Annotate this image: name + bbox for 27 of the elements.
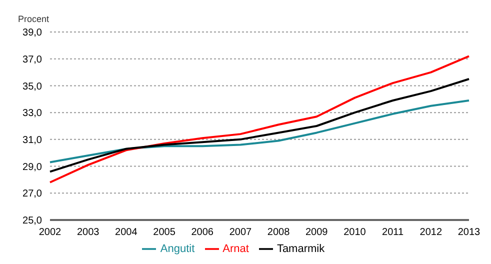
x-tick-label: 2007 bbox=[229, 227, 252, 238]
x-tick-label: 2010 bbox=[344, 227, 366, 238]
x-tick-label: 2008 bbox=[267, 227, 290, 238]
line-series bbox=[49, 78, 470, 173]
y-tick-label: 31,0 bbox=[22, 134, 42, 146]
legend-label: Arnat bbox=[222, 242, 249, 255]
x-tick-label: 2012 bbox=[420, 227, 442, 238]
y-tick-label: 39,0 bbox=[22, 28, 42, 39]
x-tick-label: 2002 bbox=[38, 227, 62, 238]
y-tick-label: 37,0 bbox=[22, 54, 42, 66]
y-tick-label: 27,0 bbox=[22, 188, 42, 200]
x-tick-label: 2003 bbox=[76, 227, 100, 238]
x-tick-label: 2013 bbox=[458, 227, 481, 238]
legend-label: Tamarmik bbox=[276, 242, 325, 255]
line-series bbox=[49, 55, 470, 184]
x-tick-label: 2006 bbox=[191, 227, 214, 238]
x-tick-label: 2004 bbox=[115, 227, 138, 238]
x-tick-label: 2005 bbox=[153, 227, 176, 238]
y-axis-title: Procent bbox=[18, 14, 50, 24]
y-tick-label: 25,0 bbox=[22, 216, 42, 227]
y-tick-label: 33,0 bbox=[22, 108, 42, 120]
line-series bbox=[49, 99, 470, 164]
x-tick-label: 2011 bbox=[382, 227, 404, 238]
y-tick-label: 29,0 bbox=[22, 162, 42, 173]
x-tick-label: 2009 bbox=[306, 227, 328, 238]
y-tick-label: 35,0 bbox=[22, 81, 42, 92]
legend-label: Angutit bbox=[160, 242, 195, 255]
